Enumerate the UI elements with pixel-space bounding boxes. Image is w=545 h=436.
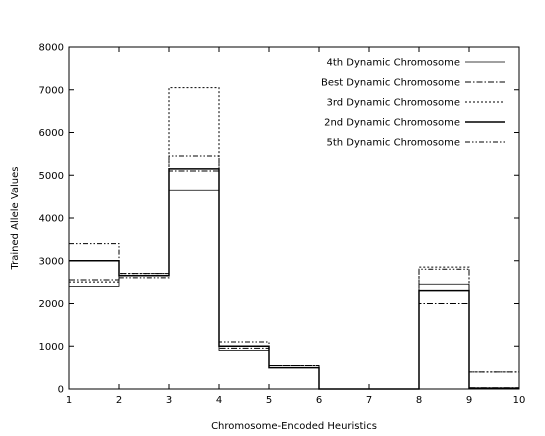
series-line-2: [69, 170, 519, 390]
legend: 4th Dynamic Chromosome Best Dynamic Chrom…: [321, 58, 505, 149]
legend-label: 5th Dynamic Chromosome: [327, 138, 461, 149]
series-line-3: [69, 87, 519, 390]
y-tick-label: 0: [58, 385, 64, 396]
x-tick-label: 3: [166, 395, 172, 406]
x-tick-label: 5: [266, 395, 272, 406]
y-tick-label: 2000: [39, 299, 64, 310]
y-tick-label: 3000: [39, 256, 64, 267]
y-tick-label: 1000: [39, 342, 64, 353]
x-tick-label: 2: [116, 395, 122, 406]
x-tick-label: 10: [513, 395, 526, 406]
x-tick-label: 8: [416, 395, 422, 406]
x-tick-label: 9: [466, 395, 472, 406]
legend-label: Best Dynamic Chromosome: [321, 78, 460, 89]
series-line-1: [69, 189, 519, 390]
legend-label: 2nd Dynamic Chromosome: [324, 118, 460, 129]
legend-label: 4th Dynamic Chromosome: [327, 58, 461, 69]
legend-label: 3rd Dynamic Chromosome: [326, 98, 460, 109]
y-axis-label: Trained Allele Values: [10, 166, 21, 270]
x-tick-label: 6: [316, 395, 322, 406]
series-line-5: [69, 155, 519, 390]
y-tick-label: 8000: [39, 43, 64, 54]
x-tick-label: 1: [66, 395, 72, 406]
y-tick-label: 6000: [39, 128, 64, 139]
x-tick-label: 4: [216, 395, 222, 406]
series-line-4: [69, 168, 519, 390]
x-tick-label: 7: [366, 395, 372, 406]
y-tick-label: 5000: [39, 171, 64, 182]
y-tick-label: 4000: [39, 214, 64, 225]
y-tick-label: 7000: [39, 85, 64, 96]
x-axis-label: Chromosome-Encoded Heuristics: [211, 421, 377, 432]
